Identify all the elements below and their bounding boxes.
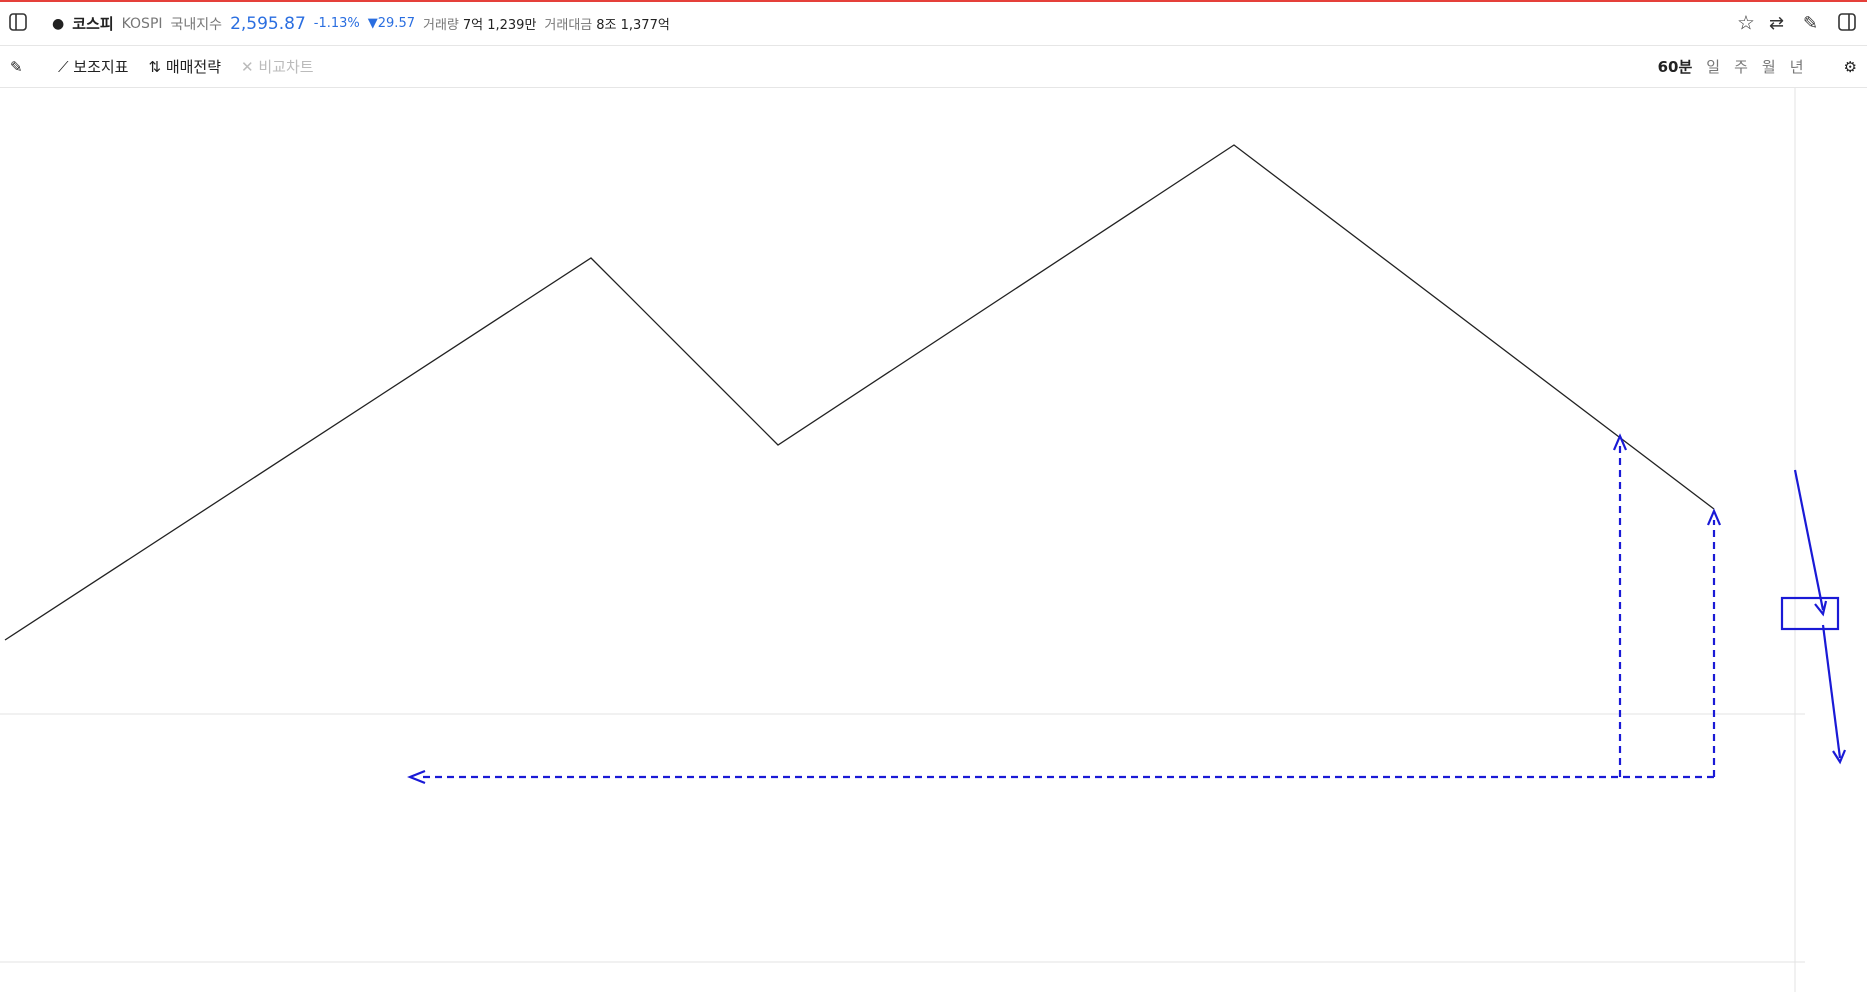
settings-icon[interactable]: ⚙ [1843, 57, 1857, 76]
period-60[interactable]: 60분 [1657, 58, 1693, 76]
trend-line [4, 144, 1715, 641]
period-month[interactable]: 월 [1761, 58, 1776, 76]
volume: 7억 1,239만 [462, 18, 537, 33]
chart [0, 88, 1847, 992]
header-icons[interactable]: ☆ ⇄ ✎ [1727, 2, 1867, 46]
change: ▼29.57 [367, 16, 415, 31]
annotations [4, 144, 1847, 785]
volume-label: 거래량 [422, 18, 459, 33]
draw-icon[interactable]: ✎ [10, 57, 23, 76]
symbol-code: KOSPI [121, 15, 163, 32]
svg-text:☆: ☆ [1737, 10, 1755, 34]
amount-label: 거래대금 [544, 18, 593, 33]
svg-text:✎: ✎ [1803, 13, 1818, 34]
symbol-bar: ● 코스피 KOSPI 국내지수 2,595.87 -1.13% ▼29.57 … [0, 0, 1867, 46]
price: 2,595.87 [230, 13, 306, 34]
indicators-button[interactable]: ⟋ 보조지표 [58, 58, 129, 76]
symbol-name: 코스피 [72, 15, 114, 33]
period-week[interactable]: 주 [1734, 58, 1748, 76]
toolbar: ✎ ⟋ 보조지표 ⇅ 매매전략 ✕ 비교차트 60분 일 주 월 년 ⚙ [0, 46, 1867, 88]
flag: ● [52, 15, 65, 32]
period-year[interactable]: 년 [1789, 58, 1804, 76]
compare-label: 비교차트 [258, 58, 314, 76]
strategy-button[interactable]: ⇅ 매매전략 [148, 58, 222, 76]
strategy-label: 매매전략 [165, 58, 222, 76]
compare-button[interactable]: ✕ 비교차트 [241, 58, 314, 76]
market: 국내지수 [170, 16, 223, 33]
svg-text:⇄: ⇄ [1769, 13, 1784, 34]
amount: 8조 1,377억 [596, 18, 670, 33]
sidebar-icon[interactable] [0, 2, 44, 46]
arrows [407, 433, 1847, 785]
indicators-label: 보조지표 [73, 58, 129, 76]
period-day[interactable]: 일 [1706, 58, 1721, 76]
change-pct: -1.13% [313, 16, 360, 31]
